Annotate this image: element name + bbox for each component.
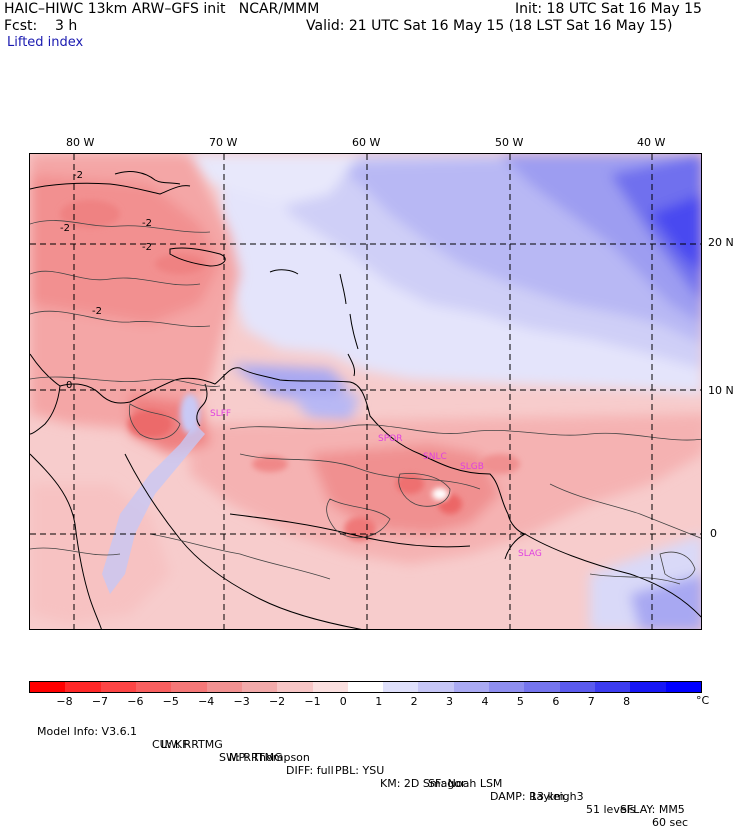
coastlines [30, 171, 701, 629]
station-label: SLGB [460, 462, 484, 472]
colorbar-swatch [100, 682, 136, 692]
contour-label: -2 [142, 218, 152, 229]
contour-label: -2 [60, 223, 70, 234]
colorbar-tick-label: −2 [268, 695, 286, 708]
colorbar-swatch [665, 682, 701, 692]
colorbar-swatch [241, 682, 278, 692]
colorbar-tick-label: −6 [127, 695, 144, 708]
colorbar-swatch [206, 682, 242, 692]
contour-label: -2 [73, 170, 83, 181]
map-canvas: -2 -2 -2 -2 0 -2 SPOR SNLC SLGB SLAG SLF… [30, 154, 701, 629]
colorbar-tick-label: 4 [481, 695, 489, 708]
init-time: Init: 18 UTC Sat 16 May 15 [515, 1, 702, 17]
sw-scheme: SW: RRTMG [219, 751, 283, 764]
footer-line-2: LW: RRTMG SW: RRTMG DIFF: full KM: 2D Sm… [154, 725, 685, 816]
colorbar-tick-label: 6 [552, 695, 560, 708]
colorbar-swatch [453, 682, 490, 692]
sflay-scheme: SFLAY: MM5 [620, 803, 685, 816]
colorbar-tick-label: 0 [339, 695, 347, 708]
lat-label-0: 0 [710, 527, 717, 540]
footer-line-1: Model Info: V3.6.1 CU: KF MP: Thompson P… [30, 712, 688, 829]
contour-label: -2 [142, 242, 152, 253]
diff-scheme: DIFF: full [286, 764, 334, 777]
colorbar-swatch [489, 682, 525, 692]
station-label: SNLC [423, 452, 447, 462]
lon-label-40w: 40 W [637, 136, 666, 149]
damp-scheme: DAMP: Rayleigh3 [490, 790, 584, 803]
colorbar-swatch [559, 682, 595, 692]
lat-label-20n: 20 N [708, 236, 734, 249]
km-scheme: KM: 2D Smagor [380, 777, 466, 790]
colorbar-swatch [171, 682, 207, 692]
colorbar-swatch [595, 682, 631, 692]
contour-label: -2 [92, 306, 102, 317]
model-info: Model Info: V3.6.1 [37, 725, 138, 738]
valid-time: Valid: 21 UTC Sat 16 May 15 (18 LST Sat … [306, 18, 673, 34]
colorbar-tick-label: −4 [198, 695, 215, 708]
station-label: SLAG [518, 549, 542, 559]
colorbar-swatch [277, 682, 313, 692]
colorbar-tick-label: −8 [56, 695, 73, 708]
colorbar [29, 681, 702, 693]
colorbar-tick-label: 8 [623, 695, 631, 708]
colorbar-swatch [347, 682, 384, 692]
colorbar-tick-label: 2 [410, 695, 418, 708]
lat-label-10n: 10 N [708, 384, 734, 397]
field-name: Lifted index [7, 35, 84, 50]
pbl-scheme: PBL: YSU [335, 764, 385, 777]
lifted-index-map: -2 -2 -2 -2 0 -2 SPOR SNLC SLGB SLAG SLF… [29, 153, 702, 630]
lon-label-80w: 80 W [66, 136, 95, 149]
contour-label: 0 [66, 380, 72, 391]
colorbar-tick-label: 3 [446, 695, 454, 708]
colorbar-tick-label: −3 [233, 695, 250, 708]
forecast-hour: Fcst: 3 h [4, 18, 78, 34]
colorbar-tick-label: 7 [587, 695, 595, 708]
lon-label-60w: 60 W [352, 136, 381, 149]
timestep: 60 sec [652, 816, 689, 829]
station-label: SPOR [378, 434, 402, 444]
station-label: SLFF [210, 409, 231, 419]
stable-region [180, 154, 701, 424]
andes-stable-strip [102, 424, 205, 594]
colorbar-swatch [30, 682, 66, 692]
colorbar-swatch [383, 682, 419, 692]
colorbar-swatch [135, 682, 172, 692]
colorbar-swatch [524, 682, 560, 692]
colorbar-units: °C [696, 694, 710, 707]
colorbar-swatch [312, 682, 348, 692]
graticule [30, 154, 701, 629]
colorbar-swatch [418, 682, 454, 692]
lon-label-70w: 70 W [209, 136, 238, 149]
colorbar-tick-label: −7 [91, 695, 109, 708]
colorbar-tick-label: 5 [516, 695, 524, 708]
colorbar-tick-label: 1 [375, 695, 383, 708]
colorbar-tick-label: −5 [162, 695, 179, 708]
colorbar-swatch [65, 682, 101, 692]
lon-label-50w: 50 W [495, 136, 524, 149]
contour-lines [30, 220, 701, 585]
model-title: HAIC–HIWC 13km ARW–GFS init NCAR/MMM [4, 1, 320, 17]
colorbar-tick-label: −1 [304, 695, 321, 708]
colorbar-swatch [630, 682, 666, 692]
